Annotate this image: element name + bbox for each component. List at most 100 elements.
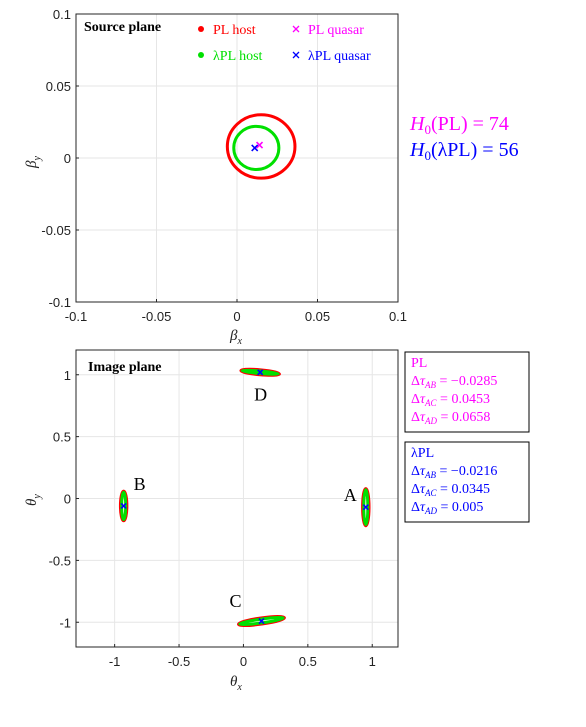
image-ticks: -1 -0.5 0 0.5 1 -1 -0.5 0 0.5 1 — [49, 368, 376, 669]
delay-value: = −0.0285 — [436, 374, 497, 389]
source-legend: PL host λPL host PL quasar λPL quasar — [198, 23, 371, 64]
image-xtick-label: 0.5 — [299, 654, 317, 669]
tau-symbol: τ — [420, 392, 426, 407]
legend-dot-marker — [198, 26, 204, 32]
source-xtick-label: 0.05 — [305, 309, 330, 324]
source-ytick-label: 0 — [64, 151, 71, 166]
image-ytick-label: -0.5 — [49, 553, 71, 568]
delay-row: ΔτAD = 0.005 — [411, 500, 483, 516]
lpl-host-image-ellipse — [120, 490, 128, 522]
image-xtick-label: -0.5 — [168, 654, 190, 669]
lensed-image-C — [237, 615, 286, 627]
legend-x-marker — [292, 51, 300, 59]
tau-symbol: τ — [420, 410, 426, 425]
quasar-image-marker — [258, 617, 265, 625]
delay-row: ΔτAB = −0.0216 — [411, 464, 497, 480]
h0-symbol: H — [409, 113, 426, 135]
source-ytick-label: -0.05 — [41, 223, 71, 238]
image-marks: A B C D — [118, 367, 371, 627]
source-ticks: -0.1 -0.05 0 0.05 0.1 -0.1 -0.05 0 0.05 0.1 — [41, 7, 407, 324]
legend-x-marker — [292, 25, 300, 33]
delta-symbol: Δ — [411, 374, 420, 389]
image-grid — [76, 350, 398, 647]
source-ylabel-sub: y — [32, 156, 43, 162]
quasar-image-marker — [362, 504, 369, 511]
tau-symbol: τ — [420, 482, 426, 497]
image-name-label: D — [254, 384, 267, 404]
delta-symbol: Δ — [411, 410, 420, 425]
lensed-image-D — [239, 367, 281, 377]
image-xtick-label: 1 — [369, 654, 376, 669]
h0-value: (λPL) = 56 — [431, 139, 519, 161]
source-quasar-marker — [251, 144, 259, 152]
quasar-image-marker — [257, 369, 264, 376]
delay-row: ΔτAB = −0.0285 — [411, 374, 497, 390]
h0-annotation: H0(λPL) = 56 — [409, 139, 519, 163]
source-xtick-label: -0.1 — [65, 309, 87, 324]
image-name-label: A — [344, 485, 357, 505]
delay-subscript: AD — [424, 416, 437, 426]
h0-symbol: H — [409, 139, 426, 161]
delay-value: = 0.0658 — [437, 410, 490, 425]
delay-value: = −0.0216 — [436, 464, 497, 479]
legend-dot-marker — [198, 52, 204, 58]
delay-subscript: AC — [424, 488, 437, 498]
image-ytick-label: 0.5 — [53, 430, 71, 445]
delta-symbol: Δ — [411, 464, 420, 479]
delay-value: = 0.0345 — [437, 482, 490, 497]
lensed-image-A — [361, 487, 371, 528]
h0-subscript: 0 — [424, 122, 431, 137]
delay-value: = 0.0453 — [437, 392, 490, 407]
source-ytick-label: -0.1 — [49, 295, 71, 310]
legend-entry-label: PL host — [213, 23, 256, 38]
delay-box-title: λPL — [411, 446, 434, 461]
delay-subscript: AD — [424, 506, 437, 516]
image-title: Image plane — [88, 360, 162, 375]
delay-box-frame — [404, 441, 530, 523]
source-xtick-label: 0.1 — [389, 309, 407, 324]
delay-row: ΔτAC = 0.0345 — [411, 482, 490, 498]
image-ytick-label: -1 — [59, 615, 71, 630]
source-ylabel: βy — [24, 156, 43, 169]
source-ytick-label: 0.05 — [46, 79, 71, 94]
image-xtick-label: 0 — [240, 654, 247, 669]
image-xlabel-sub: x — [236, 682, 242, 693]
image-xlabel: θx — [230, 674, 242, 693]
legend-entry-label: PL quasar — [308, 23, 364, 38]
image-ytick-label: 0 — [64, 492, 71, 507]
lpl-host-image-ellipse — [362, 488, 370, 527]
h0-subscript: 0 — [424, 148, 431, 163]
lpl-host-image-ellipse — [238, 615, 285, 627]
tau-symbol: τ — [420, 464, 426, 479]
source-title: Source plane — [84, 20, 161, 35]
image-name-label: C — [229, 591, 241, 611]
image-xtick-label: -1 — [109, 654, 121, 669]
image-ylabel-sub: y — [32, 494, 43, 500]
source-xlabel-sub: x — [236, 336, 242, 347]
lpl-host-image-ellipse — [240, 368, 280, 376]
h0-value: (PL) = 74 — [431, 113, 509, 135]
delta-symbol: Δ — [411, 392, 420, 407]
lensed-image-B — [118, 489, 129, 523]
delta-symbol: Δ — [411, 482, 420, 497]
source-marks — [225, 113, 297, 180]
delay-subscript: AB — [424, 470, 436, 480]
legend-entry-label: λPL quasar — [308, 49, 371, 64]
source-xlabel: βx — [229, 328, 242, 347]
h0-annotation: H0(PL) = 74 — [409, 113, 509, 137]
delay-box-title: PL — [411, 356, 427, 371]
source-quasar-marker — [255, 141, 264, 149]
delta-symbol: Δ — [411, 500, 420, 515]
source-xtick-label: 0 — [233, 309, 240, 324]
quasar-image-marker — [120, 502, 127, 509]
source-plane-chart: -0.1 -0.05 0 0.05 0.1 -0.1 -0.05 0 0.05 0.1 Sourc… — [24, 7, 407, 347]
image-ytick-label: 1 — [64, 368, 71, 383]
delay-subscript: AB — [424, 380, 436, 390]
delay-box-frame — [404, 351, 530, 433]
legend-entry-label: λPL host — [213, 49, 263, 64]
delay-row: ΔτAC = 0.0453 — [411, 392, 490, 408]
delay-value: = 0.005 — [437, 500, 483, 515]
source-host-ellipse — [225, 113, 297, 180]
